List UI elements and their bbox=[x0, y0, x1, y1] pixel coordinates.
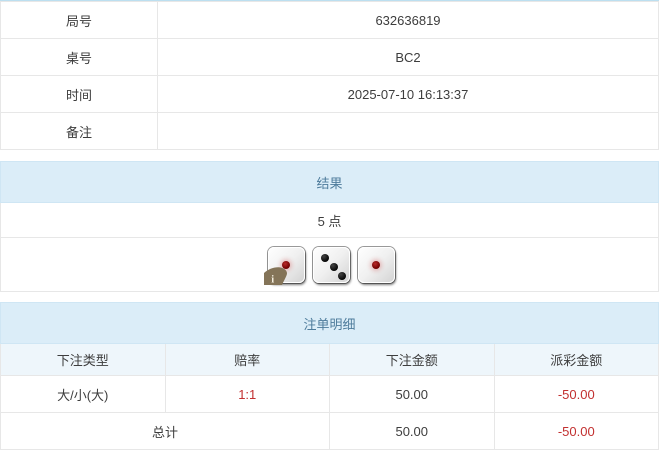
svg-text:i: i bbox=[271, 274, 274, 285]
